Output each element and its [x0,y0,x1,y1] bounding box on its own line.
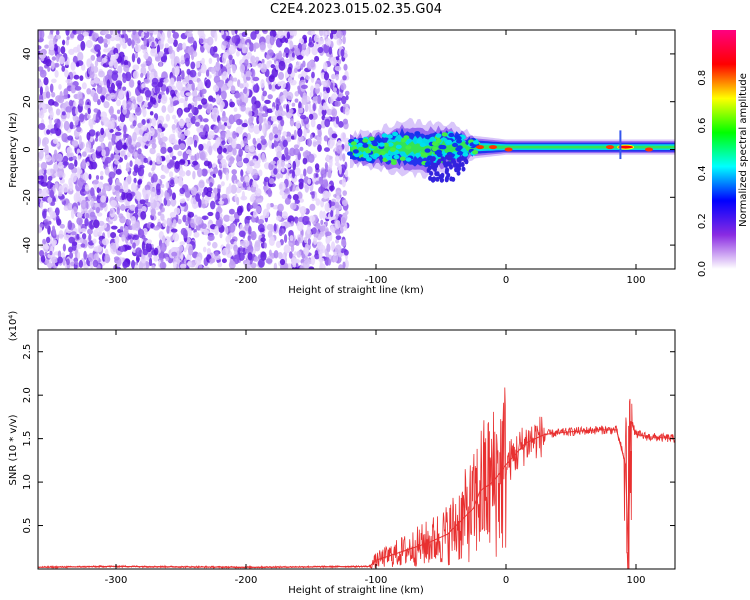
y-tick-label: 20 [22,95,33,108]
y-tick-label: 1.5 [22,431,33,447]
y-axis-scale-label: (x10⁴) [8,311,19,342]
x-axis-label: Height of straight line (km) [288,285,424,296]
x-tick-label: 100 [626,575,645,586]
x-tick-label: -300 [105,275,128,286]
y-tick-label: 0 [22,146,33,152]
snr-noisy-trace [38,387,675,569]
chart-title: C2E4.2023.015.02.35.G04 [269,2,443,17]
colorbar-tick-label: 0.2 [697,213,708,229]
x-tick-label: -100 [365,275,388,286]
colorbar-tick-label: 0.8 [697,70,708,86]
y-tick-label: 2.0 [22,387,33,403]
x-tick-label: -100 [365,575,388,586]
y-axis-label: SNR (10 * v/v) [8,414,19,485]
x-tick-label: 100 [626,275,645,286]
colorbar [712,30,736,269]
colorbar-label: Normalized spectral amplitude [738,73,749,227]
y-tick-label: -40 [22,237,33,253]
spectrogram-layer [38,30,675,269]
snr-frame [37,329,676,570]
snr-layer [38,387,675,569]
x-tick-label: -200 [235,275,258,286]
snr-series-line [38,421,675,568]
y-tick-label: -20 [22,189,33,205]
x-tick-label: 0 [503,275,509,286]
colorbar-tick-label: 0.4 [697,165,708,181]
y-tick-label: 1.0 [22,474,33,490]
y-tick-label: 2.5 [22,344,33,360]
x-tick-label: -300 [105,575,128,586]
colorbar-tick-label: 0.6 [697,118,708,134]
x-tick-label: -200 [235,575,258,586]
x-tick-label: 0 [503,575,509,586]
y-tick-label: 40 [22,48,33,61]
colorbar-tick-label: 0.0 [697,261,708,277]
y-axis-label: Frequency (Hz) [8,112,19,188]
x-axis-label: Height of straight line (km) [288,585,424,596]
y-tick-label: 0.5 [22,518,33,534]
